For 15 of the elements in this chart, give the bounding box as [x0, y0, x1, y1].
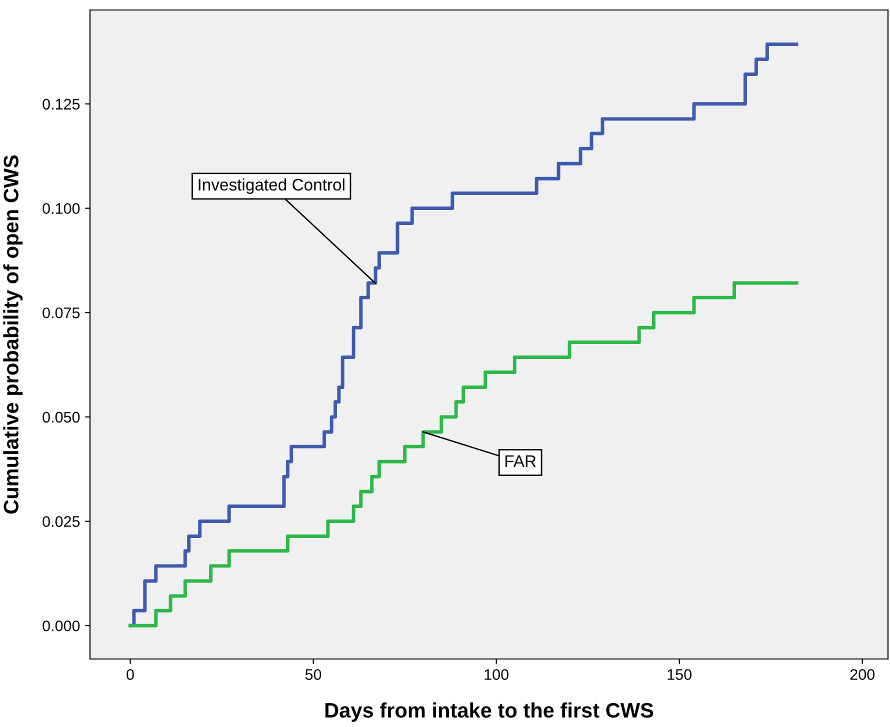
y-tick-label: 0.075 [42, 307, 80, 318]
x-tick-label: 200 [850, 669, 875, 680]
x-axis-title: Days from intake to the first CWS [325, 702, 654, 722]
y-tick-label: 0.100 [42, 203, 80, 214]
y-tick-label: 0.000 [42, 620, 80, 632]
annotation: Investigated Control [198, 178, 344, 194]
y-tick-label: 0.025 [42, 516, 80, 527]
y-tick-label: 0.125 [42, 98, 80, 110]
y-axis-title: Cumulative probability of open CWS [3, 155, 23, 514]
x-tick-label: 150 [668, 669, 692, 680]
x-tick-label: 0 [126, 669, 134, 680]
y-tick-label: 0.050 [42, 412, 80, 423]
x-tick-label: 100 [484, 669, 508, 680]
annotation: FAR [505, 455, 536, 467]
x-tick-label: 50 [305, 669, 322, 680]
